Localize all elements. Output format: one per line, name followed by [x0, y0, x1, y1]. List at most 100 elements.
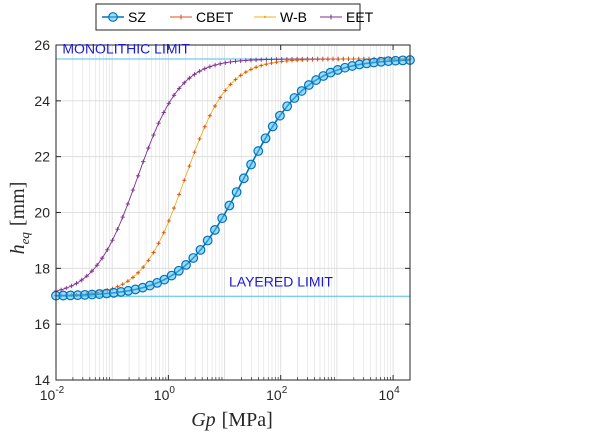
cbet-point — [187, 164, 192, 169]
sz-point — [289, 93, 300, 103]
y-tick-label: 24 — [34, 93, 50, 109]
cbet-point — [315, 57, 320, 62]
sz-point — [217, 213, 228, 224]
sz-point — [238, 173, 249, 184]
cbet-point — [259, 63, 264, 68]
cbet-point — [346, 57, 351, 62]
cbet-point — [238, 73, 243, 78]
x-tick-base: 10 — [40, 387, 56, 403]
cbet-point — [223, 88, 228, 93]
series-group — [51, 55, 415, 301]
cbet-point — [213, 104, 218, 109]
sz-point — [260, 133, 271, 144]
legend-wb-marker — [263, 15, 267, 19]
sz-point — [275, 110, 285, 121]
cbet-point — [325, 57, 330, 62]
eet-point — [259, 57, 264, 62]
cbet-point — [207, 113, 212, 118]
cbet-point — [274, 60, 279, 65]
eet-point — [99, 255, 105, 261]
cbet-point — [254, 65, 259, 70]
legend-eet-marker — [328, 14, 334, 20]
eet-point — [146, 145, 151, 151]
sz-point — [188, 253, 199, 263]
cbet-point — [310, 57, 315, 62]
eet-point — [264, 57, 269, 62]
cbet-point — [320, 57, 325, 62]
cbet-point — [172, 206, 176, 211]
cbet-point — [228, 82, 233, 87]
x-tick-exponent: 2 — [282, 385, 288, 396]
x-tick-label: 10-2 — [40, 385, 65, 403]
y-axis-label-sub: eq — [17, 232, 32, 245]
eet-point — [64, 285, 69, 291]
x-tick-exponent: 0 — [169, 385, 175, 396]
eet-point — [187, 75, 192, 81]
legend-sz-label: SZ — [128, 9, 146, 25]
cbet-point — [141, 265, 146, 270]
cbet-point — [248, 67, 253, 72]
cbet-point — [125, 279, 130, 284]
x-tick-label: 102 — [266, 385, 288, 403]
sz-series — [51, 55, 415, 301]
wb-line — [55, 58, 411, 297]
legend-cbet-marker — [178, 14, 184, 20]
x-tick-exponent: -2 — [55, 385, 64, 396]
sz-point — [181, 260, 191, 270]
sz-point — [303, 80, 314, 90]
y-tick-label: 14 — [34, 372, 50, 388]
x-tick-label: 104 — [379, 385, 401, 403]
cbet-point — [300, 57, 305, 62]
eet-point — [130, 187, 136, 193]
x-tick-base: 10 — [379, 387, 395, 403]
eet-point — [192, 72, 197, 77]
eet-point — [141, 159, 146, 164]
eet-point — [74, 281, 79, 286]
cbet-point — [305, 57, 310, 62]
eet-point — [84, 273, 89, 279]
eet-point — [269, 57, 274, 62]
sz-point — [282, 101, 293, 112]
cbet-point — [192, 150, 197, 155]
sz-point — [166, 270, 177, 281]
layered-limit-annotation: LAYERED LIMIT — [229, 273, 333, 289]
cbet-point — [233, 77, 238, 82]
eet-point — [253, 57, 259, 63]
eet-point — [182, 80, 187, 85]
cbet-point — [166, 218, 171, 223]
x-tick-label: 100 — [154, 385, 176, 403]
legend-eet-label: EET — [346, 9, 374, 25]
cbet-point — [331, 57, 336, 62]
y-tick-label: 16 — [34, 316, 50, 332]
eet-point — [248, 57, 254, 63]
eet-point — [110, 237, 115, 243]
sz-point — [246, 159, 256, 170]
y-tick-label: 22 — [34, 149, 50, 165]
eet-point — [135, 173, 141, 179]
eet-point — [166, 101, 172, 106]
cbet-point — [161, 230, 166, 235]
cbet-point — [341, 57, 346, 62]
eet-point — [125, 201, 131, 207]
cbet-point — [295, 58, 300, 63]
grid — [55, 44, 411, 381]
cbet-point — [264, 62, 269, 67]
sz-point — [253, 146, 264, 156]
sz-point — [267, 121, 278, 132]
eet-point — [243, 58, 249, 63]
eet-point — [151, 132, 156, 138]
eet-point — [176, 86, 182, 91]
cbet-point — [290, 58, 294, 63]
x-axis-label-unit: [MPa] — [222, 409, 273, 431]
sz-point — [173, 265, 184, 276]
sz-point — [296, 86, 307, 96]
eet-point — [228, 59, 233, 65]
legend-sz-marker — [108, 12, 118, 22]
eet-point — [217, 61, 223, 66]
y-tick-label: 26 — [34, 37, 50, 53]
eet-point — [156, 121, 161, 126]
eet-point — [79, 277, 84, 283]
eet-point — [115, 227, 120, 232]
y-axis-label: heq [mm] — [7, 182, 32, 255]
sz-point — [195, 244, 206, 255]
